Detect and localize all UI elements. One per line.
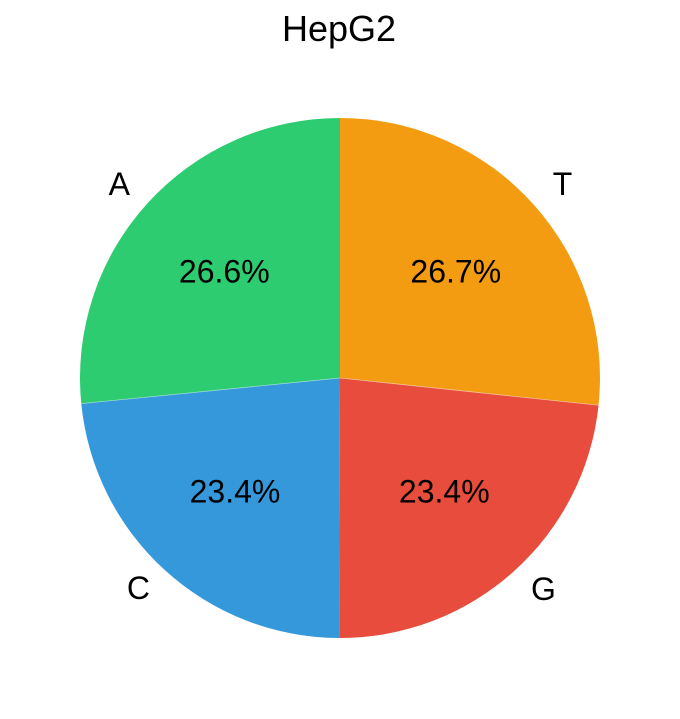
svg-text:A: A bbox=[109, 166, 131, 202]
svg-text:23.4%: 23.4% bbox=[399, 474, 490, 510]
svg-text:G: G bbox=[531, 571, 556, 607]
svg-text:T: T bbox=[553, 166, 573, 202]
svg-text:23.4%: 23.4% bbox=[190, 474, 281, 510]
svg-text:26.7%: 26.7% bbox=[410, 254, 501, 290]
svg-text:C: C bbox=[127, 570, 150, 606]
svg-text:26.6%: 26.6% bbox=[179, 254, 270, 290]
svg-text:HepG2: HepG2 bbox=[282, 8, 396, 49]
